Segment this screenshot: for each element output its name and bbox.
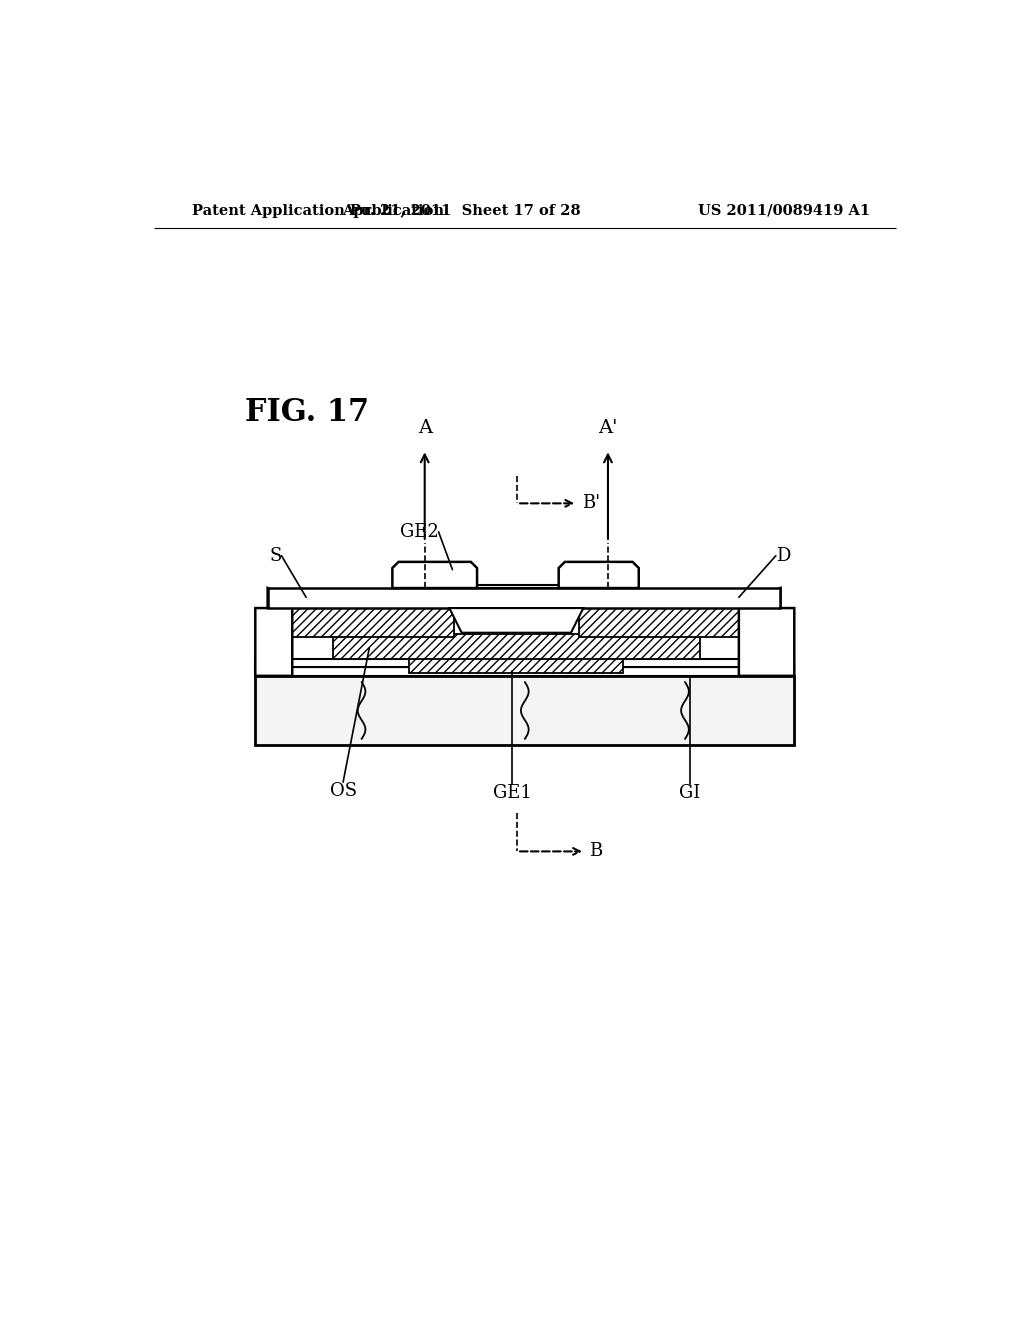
- Polygon shape: [392, 562, 477, 589]
- Polygon shape: [255, 659, 795, 667]
- Polygon shape: [267, 589, 780, 609]
- Text: FIG. 17: FIG. 17: [245, 397, 369, 428]
- Polygon shape: [292, 605, 454, 638]
- Text: OS: OS: [330, 781, 356, 800]
- Polygon shape: [255, 676, 795, 744]
- Text: GE2: GE2: [399, 523, 438, 541]
- Polygon shape: [739, 589, 795, 676]
- Text: B: B: [590, 842, 603, 861]
- Polygon shape: [333, 635, 699, 659]
- Polygon shape: [255, 589, 292, 676]
- Text: US 2011/0089419 A1: US 2011/0089419 A1: [697, 203, 869, 218]
- Text: S: S: [269, 546, 282, 565]
- Text: D: D: [776, 546, 791, 565]
- Polygon shape: [559, 562, 639, 589]
- Text: B': B': [582, 495, 600, 512]
- Polygon shape: [255, 667, 795, 676]
- Text: GI: GI: [679, 784, 700, 801]
- Polygon shape: [579, 605, 739, 638]
- Text: A: A: [418, 420, 432, 437]
- Text: Apr. 21, 2011  Sheet 17 of 28: Apr. 21, 2011 Sheet 17 of 28: [342, 203, 581, 218]
- Text: Patent Application Publication: Patent Application Publication: [193, 203, 444, 218]
- Polygon shape: [477, 585, 559, 589]
- Text: A': A': [598, 420, 617, 437]
- Polygon shape: [410, 651, 624, 673]
- Polygon shape: [450, 609, 584, 632]
- Text: GE1: GE1: [493, 784, 531, 801]
